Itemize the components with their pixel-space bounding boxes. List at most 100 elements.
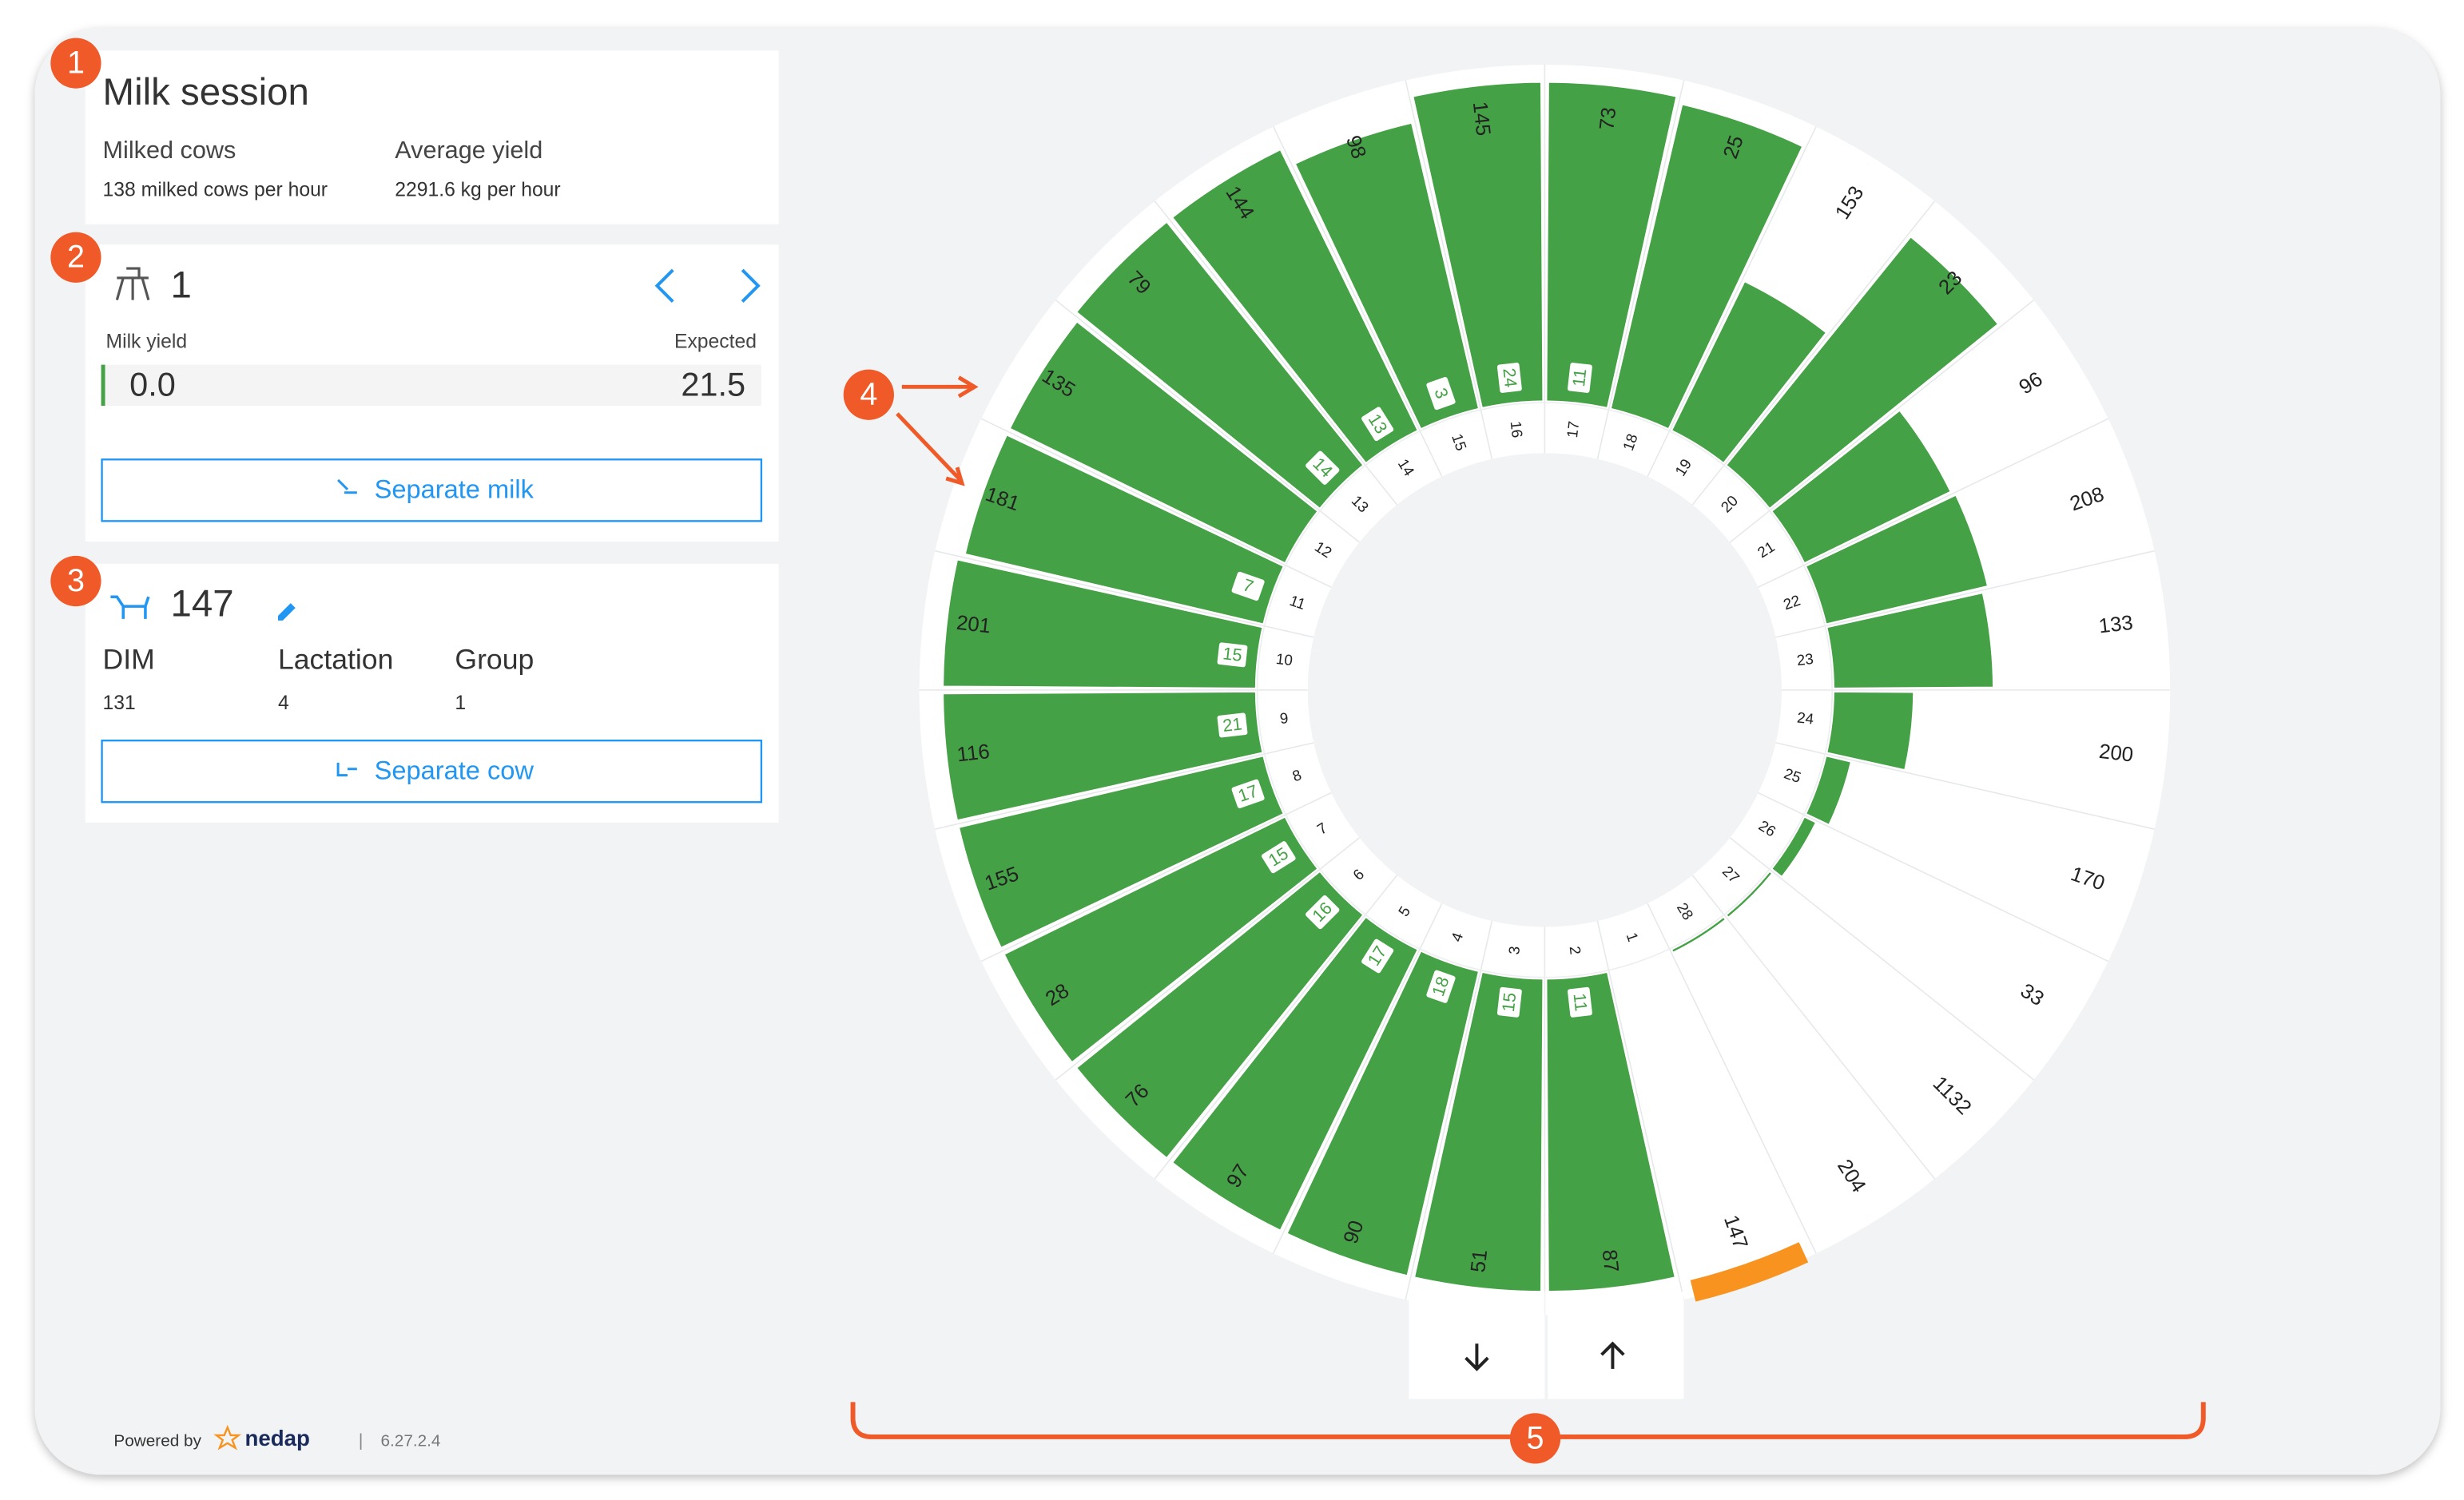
version: 6.27.2.4 bbox=[380, 1431, 440, 1450]
field-label: Lactation bbox=[278, 644, 393, 676]
rotary: 1147287113511549018597176761672815815517… bbox=[919, 65, 2171, 1315]
stall-number: 24 bbox=[1796, 708, 1814, 727]
separate-cow-text: Separate cow bbox=[375, 755, 535, 784]
yield-value: 2291.6 kg per hour bbox=[395, 180, 560, 201]
tag-box bbox=[1306, 450, 1340, 485]
stall-divider bbox=[1729, 837, 2034, 1081]
stall-bar bbox=[1826, 592, 1994, 689]
tag-box bbox=[1426, 970, 1456, 1003]
cow-icon bbox=[110, 595, 150, 619]
edit-button[interactable] bbox=[277, 603, 296, 621]
callout-number: 4 bbox=[860, 377, 877, 412]
stall-divider bbox=[980, 418, 1332, 588]
cow-number: 133 bbox=[2097, 612, 2134, 638]
stall-bar bbox=[958, 755, 1285, 949]
stall-bar bbox=[1003, 815, 1319, 1063]
stall-number: 2 bbox=[1567, 945, 1584, 955]
stall-bar bbox=[1671, 280, 1827, 464]
cow-number: 87 bbox=[1598, 1248, 1623, 1274]
tag-box bbox=[1231, 779, 1265, 808]
session-card bbox=[85, 50, 779, 224]
expected-value: 21.5 bbox=[681, 365, 745, 403]
tag-box bbox=[1361, 407, 1394, 442]
callout-circle bbox=[50, 232, 101, 283]
callout-circle bbox=[50, 38, 101, 89]
callout-circle bbox=[843, 369, 894, 420]
stall-bar bbox=[1075, 220, 1365, 510]
stall-number: 9 bbox=[1279, 709, 1290, 727]
stall-bar bbox=[1671, 915, 1727, 954]
tag-number: 11 bbox=[1570, 992, 1592, 1012]
tag-box bbox=[1496, 986, 1522, 1018]
down-arrow bbox=[1464, 1343, 1489, 1371]
next-button[interactable] bbox=[741, 268, 761, 303]
stall-number: 1 bbox=[171, 264, 192, 306]
field-label: DIM bbox=[103, 644, 155, 676]
nedap-star bbox=[213, 1424, 242, 1450]
separate-milk-button[interactable] bbox=[101, 458, 763, 522]
field-value: 1 bbox=[455, 692, 466, 714]
tag-box bbox=[1568, 986, 1592, 1018]
milk-yield-label: Milk yield bbox=[106, 331, 188, 353]
stall-bar bbox=[1610, 103, 1804, 431]
cow-number: 147 bbox=[171, 583, 234, 625]
tag-box bbox=[1231, 571, 1265, 601]
stall-bar bbox=[1771, 409, 1952, 564]
callout-number: 2 bbox=[67, 240, 85, 275]
stall-divider bbox=[1758, 792, 2109, 962]
stall-divider bbox=[1729, 300, 2034, 543]
stall-bar bbox=[1826, 691, 1914, 771]
cow-number: 116 bbox=[956, 740, 991, 766]
stall-divider bbox=[1055, 837, 1361, 1081]
callout-arrow bbox=[896, 412, 965, 486]
current-marker bbox=[1690, 1242, 1809, 1302]
stall-bar bbox=[1545, 81, 1678, 409]
stall-divider bbox=[1405, 80, 1493, 459]
stall-divider bbox=[1647, 903, 1817, 1254]
stall-divider bbox=[1775, 550, 2155, 638]
separate-milk-icon bbox=[337, 478, 357, 494]
stall-bar bbox=[1286, 950, 1480, 1277]
milked-label: Milked cows bbox=[103, 137, 236, 164]
yield-field bbox=[101, 364, 761, 407]
separate-cow-icon bbox=[336, 762, 357, 777]
separator: | bbox=[359, 1431, 364, 1450]
cluster-icon bbox=[115, 267, 150, 301]
cow-number: 201 bbox=[956, 612, 992, 638]
stall-bar bbox=[1412, 81, 1544, 409]
stall-bar bbox=[1805, 494, 1989, 625]
nedap-brand: nedap bbox=[244, 1426, 309, 1450]
stall-divider bbox=[935, 742, 1314, 830]
tag-number: 21 bbox=[1222, 713, 1243, 736]
cow-number: 73 bbox=[1596, 106, 1620, 132]
tag-box bbox=[1262, 841, 1296, 874]
stall-divider bbox=[1154, 200, 1398, 506]
field-value: 4 bbox=[278, 692, 289, 714]
stall-bar bbox=[964, 434, 1285, 625]
separate-cow-button[interactable] bbox=[101, 739, 763, 804]
stall-divider bbox=[980, 792, 1332, 962]
yield-indicator bbox=[101, 364, 105, 407]
stall-divider bbox=[1055, 300, 1361, 543]
callout-markers: 1 2 3 4 5 bbox=[50, 38, 1561, 1464]
tag-box bbox=[1217, 712, 1248, 738]
stall-number: 10 bbox=[1275, 650, 1294, 669]
tag-box bbox=[1568, 363, 1592, 393]
stall-bar bbox=[942, 691, 1264, 821]
prev-button[interactable] bbox=[654, 268, 674, 303]
tag-box bbox=[1426, 377, 1456, 411]
stall-number: 17 bbox=[1564, 420, 1582, 438]
tag-box bbox=[1217, 642, 1248, 668]
stall-bar bbox=[1413, 971, 1544, 1292]
tag-box bbox=[1496, 363, 1522, 393]
stall-divider bbox=[1154, 875, 1398, 1180]
inner-hole bbox=[1307, 453, 1782, 927]
stall-divider bbox=[1273, 903, 1443, 1254]
callout-number: 3 bbox=[67, 563, 85, 598]
number-ring-edge bbox=[1256, 402, 1833, 978]
stall-divider bbox=[1691, 875, 1936, 1180]
tag-number: 11 bbox=[1568, 367, 1590, 387]
session-title: Milk session bbox=[103, 71, 309, 113]
